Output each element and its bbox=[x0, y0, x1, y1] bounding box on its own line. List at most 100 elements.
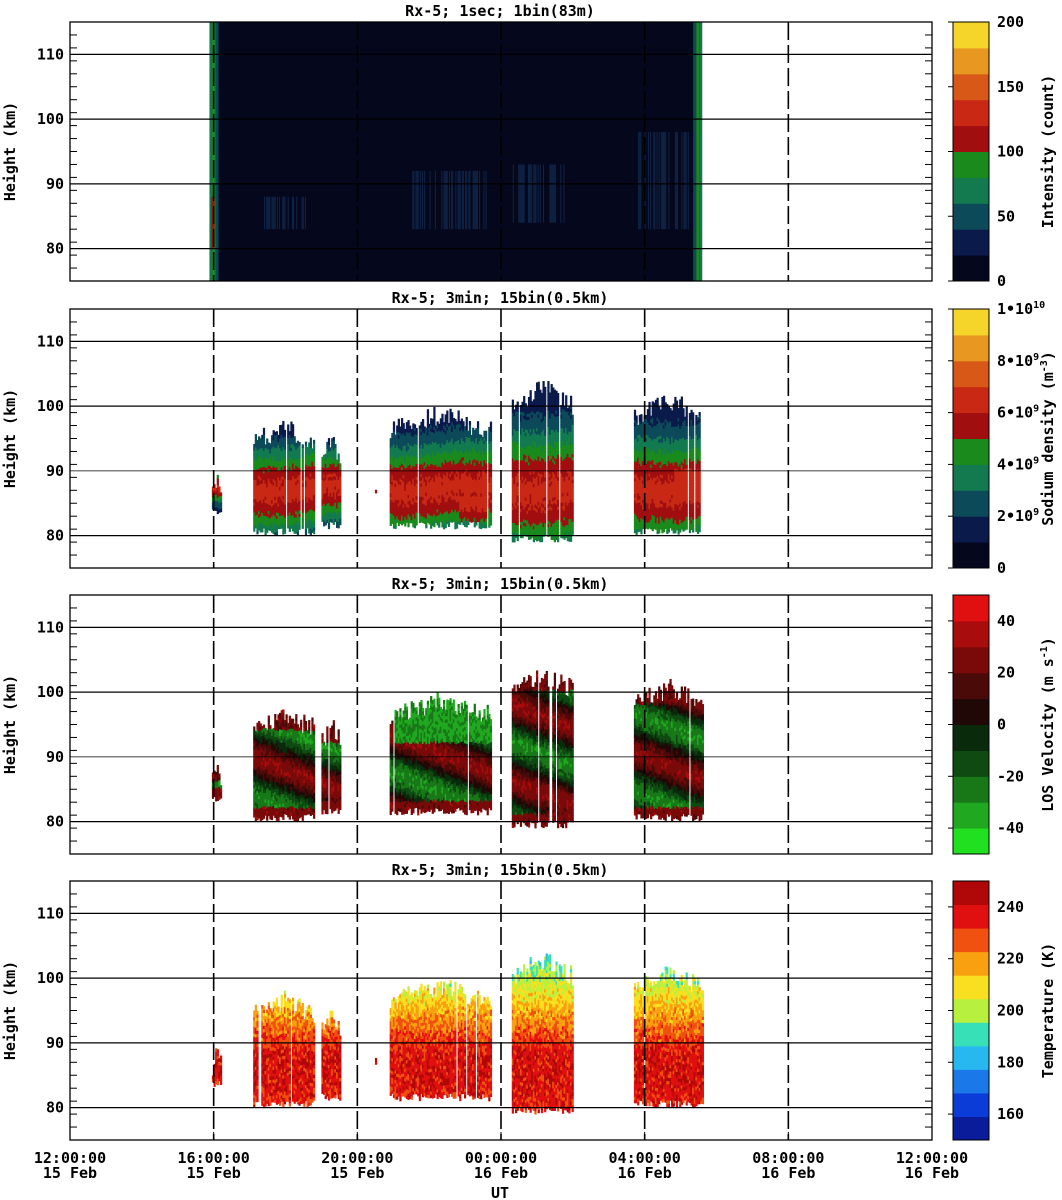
data-cell bbox=[513, 457, 516, 462]
data-cell bbox=[425, 492, 428, 496]
data-cell bbox=[327, 506, 331, 510]
data-cell bbox=[557, 538, 560, 543]
data-cell bbox=[283, 436, 287, 440]
data-cell bbox=[468, 443, 472, 448]
data-cell bbox=[308, 465, 311, 469]
data-cell bbox=[550, 510, 553, 514]
data-cell bbox=[513, 477, 516, 481]
data-cell bbox=[280, 479, 283, 484]
data-cell bbox=[527, 468, 531, 472]
data-cell bbox=[529, 484, 532, 488]
data-cell bbox=[526, 474, 529, 479]
data-cell bbox=[216, 484, 219, 489]
data-cell bbox=[511, 496, 514, 501]
data-cell bbox=[405, 422, 409, 426]
data-cell bbox=[396, 512, 399, 517]
data-cell bbox=[396, 474, 399, 478]
data-cell bbox=[296, 489, 300, 493]
data-streak bbox=[263, 196, 265, 230]
data-cell bbox=[571, 521, 574, 526]
data-cell bbox=[441, 478, 444, 483]
data-cell bbox=[323, 522, 326, 527]
data-cell bbox=[279, 480, 282, 484]
data-cell bbox=[423, 445, 426, 450]
data-cell bbox=[569, 450, 573, 455]
data-cell bbox=[566, 430, 569, 435]
data-cell bbox=[515, 495, 518, 500]
data-cell bbox=[478, 456, 481, 461]
data-cell bbox=[523, 421, 526, 426]
data-cell bbox=[511, 532, 514, 536]
data-cell bbox=[277, 489, 280, 494]
data-cell bbox=[465, 420, 468, 424]
data-cell bbox=[258, 514, 261, 518]
data-cell bbox=[431, 480, 434, 484]
data-cell bbox=[264, 457, 267, 461]
data-cell bbox=[274, 522, 277, 527]
data-cell bbox=[279, 463, 282, 468]
data-cell bbox=[392, 427, 396, 432]
data-cell bbox=[426, 470, 430, 475]
data-cell bbox=[266, 493, 269, 498]
data-cell bbox=[332, 475, 335, 480]
data-cell bbox=[446, 504, 449, 509]
data-cell bbox=[288, 476, 291, 481]
data-cell bbox=[561, 405, 565, 410]
data-cell bbox=[527, 435, 531, 440]
data-cell bbox=[483, 492, 486, 496]
data-cell bbox=[488, 524, 491, 528]
data-cell bbox=[489, 499, 493, 503]
data-cell bbox=[537, 384, 540, 389]
data-cell bbox=[544, 487, 547, 491]
data-cell bbox=[267, 491, 270, 495]
data-cell bbox=[511, 483, 514, 488]
data-cell bbox=[410, 451, 413, 456]
data-cell bbox=[531, 472, 534, 477]
data-cell bbox=[433, 497, 436, 502]
data-cell bbox=[400, 499, 404, 503]
data-cell bbox=[561, 447, 565, 452]
data-streak bbox=[684, 132, 686, 230]
data-cell bbox=[473, 494, 476, 499]
data-cell bbox=[421, 441, 425, 446]
data-cell bbox=[478, 469, 481, 474]
data-cell bbox=[561, 453, 565, 458]
data-cell bbox=[540, 431, 544, 436]
data-cell bbox=[308, 487, 311, 492]
data-cell bbox=[485, 495, 488, 500]
data-cell bbox=[269, 527, 272, 532]
data-cell bbox=[283, 449, 287, 453]
data-cell bbox=[400, 505, 404, 510]
data-cell bbox=[548, 405, 552, 410]
data-cell bbox=[258, 449, 261, 453]
data-cell bbox=[266, 525, 269, 530]
data-cell bbox=[400, 437, 404, 442]
data-cell bbox=[475, 518, 478, 523]
data-cell bbox=[329, 450, 332, 455]
data-cell bbox=[563, 500, 566, 505]
data-streak bbox=[534, 164, 536, 223]
data-cell bbox=[566, 421, 569, 425]
data-cell bbox=[219, 505, 223, 509]
data-cell bbox=[480, 480, 483, 484]
data-cell bbox=[215, 491, 218, 495]
data-cell bbox=[537, 482, 540, 486]
data-cell bbox=[256, 530, 259, 535]
data-cell bbox=[441, 455, 444, 460]
data-cell bbox=[256, 495, 259, 499]
data-cell bbox=[536, 437, 539, 442]
data-cell bbox=[468, 421, 472, 425]
data-cell bbox=[464, 435, 467, 440]
data-cell bbox=[418, 470, 421, 475]
data-cell bbox=[282, 430, 285, 435]
data-cell bbox=[283, 504, 287, 508]
data-cell bbox=[293, 517, 296, 521]
data-cell bbox=[540, 493, 544, 497]
data-cell bbox=[392, 502, 396, 506]
data-cell bbox=[389, 470, 392, 475]
data-cell bbox=[472, 437, 475, 442]
data-cell bbox=[452, 447, 455, 451]
data-cell bbox=[568, 515, 571, 520]
data-cell bbox=[253, 505, 256, 510]
data-cell bbox=[426, 503, 430, 507]
